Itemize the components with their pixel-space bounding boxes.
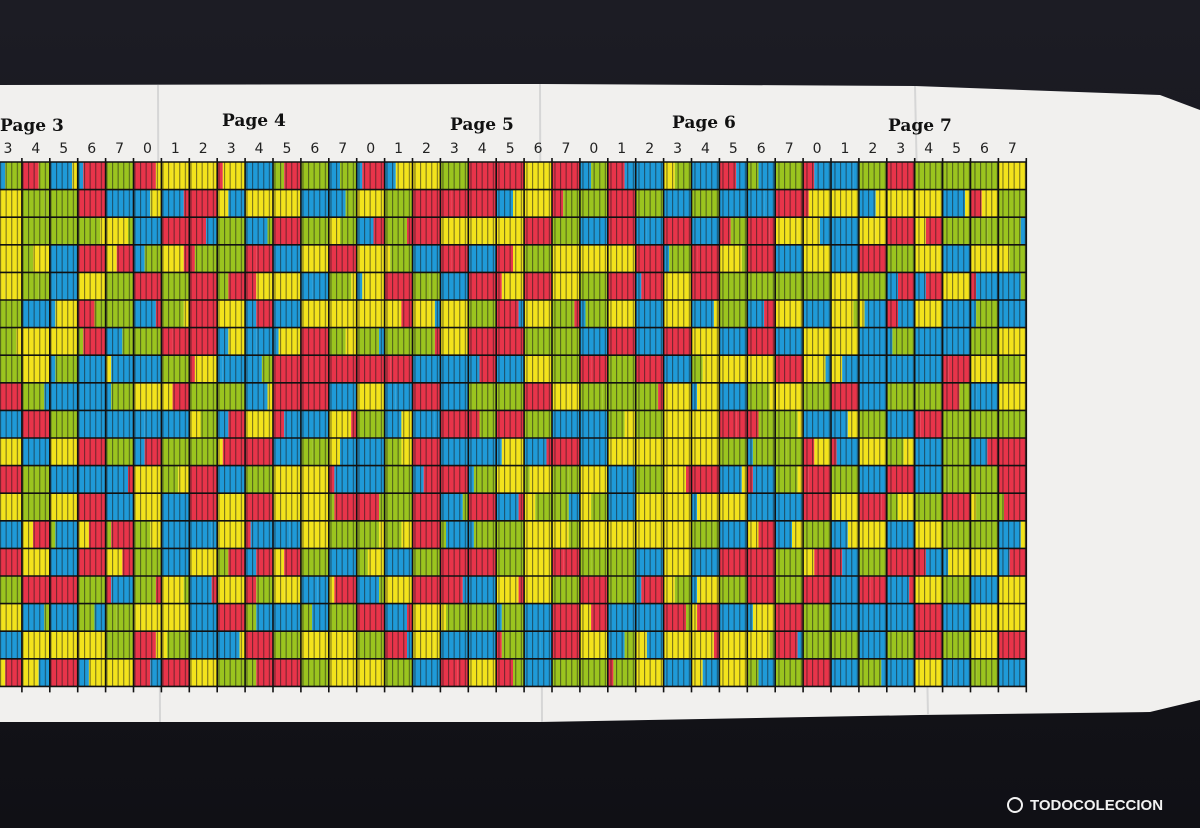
watermark-icon [1007, 797, 1023, 813]
column-label: 5 [506, 141, 515, 157]
column-label: 6 [757, 141, 766, 157]
page-heading: Page 6 [672, 113, 736, 133]
page-heading: Page 7 [888, 116, 952, 136]
watermark: TODOCOLECCION [1030, 797, 1163, 814]
column-label: 2 [199, 141, 208, 157]
column-label: 3 [896, 141, 905, 157]
column-label: 1 [394, 141, 403, 157]
column-label: 7 [785, 141, 794, 157]
column-label: 6 [87, 141, 96, 157]
column-label: 1 [840, 141, 849, 157]
stripe-overlay [0, 162, 1027, 687]
column-label: 0 [366, 141, 375, 157]
column-label: 2 [645, 141, 654, 157]
column-label: 1 [617, 141, 626, 157]
page-heading: Page 3 [0, 116, 64, 136]
column-label: 5 [282, 141, 291, 157]
column-label: 4 [478, 141, 487, 157]
column-label: 3 [227, 141, 236, 157]
column-label: 4 [701, 141, 710, 157]
column-label: 5 [952, 141, 961, 157]
column-label: 0 [813, 141, 822, 157]
watermark-box: TODOCOLECCION [1007, 797, 1163, 814]
column-label: 0 [143, 141, 152, 157]
column-label: 6 [534, 141, 543, 157]
column-label: 7 [561, 141, 570, 157]
column-label: 4 [255, 141, 264, 157]
column-label: 5 [729, 141, 738, 157]
column-label: 2 [422, 141, 431, 157]
color-grid [0, 158, 1028, 693]
column-label: 3 [3, 141, 12, 157]
column-label: 3 [450, 141, 459, 157]
column-label: 6 [980, 141, 989, 157]
column-label: 1 [171, 141, 180, 157]
column-label: 0 [589, 141, 598, 157]
column-label: 7 [338, 141, 347, 157]
column-label: 2 [868, 141, 877, 157]
labels: Page 3 Page 4 Page 5 Page 6 Page 7 3 4 5 6 7 0 1 2 3 4… [0, 111, 1017, 157]
page-heading: Page 4 [222, 111, 286, 131]
column-label: 7 [115, 141, 124, 157]
page-heading: Page 5 [450, 115, 514, 135]
column-label: 5 [59, 141, 68, 157]
column-label: 4 [31, 141, 40, 157]
column-label: 3 [673, 141, 682, 157]
column-label: 4 [924, 141, 933, 157]
column-label: 6 [310, 141, 319, 157]
column-label: 7 [1008, 141, 1017, 157]
